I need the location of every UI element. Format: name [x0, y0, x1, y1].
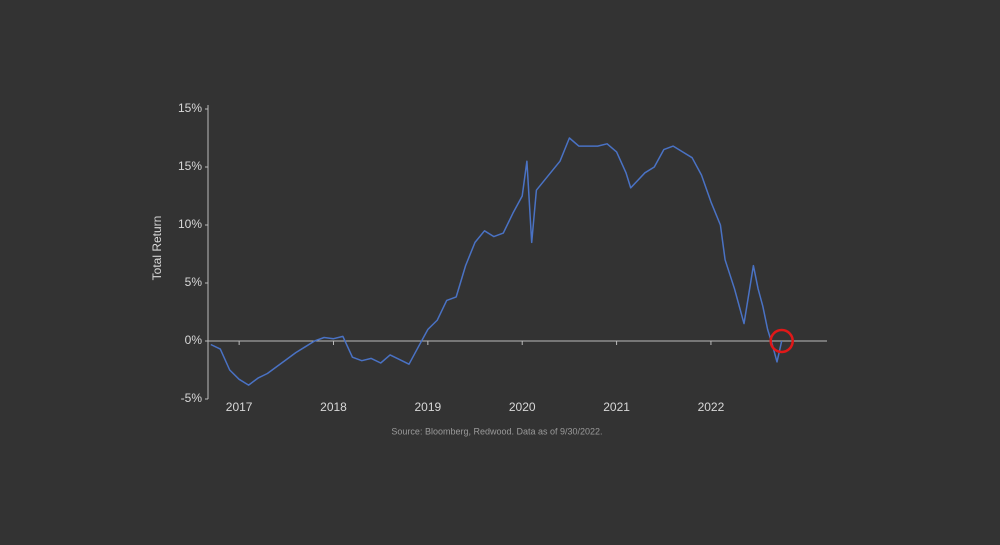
x-tick-label: 2021: [603, 400, 630, 414]
y-tick-label: -5%: [181, 391, 203, 405]
x-tick-label: 2019: [415, 400, 442, 414]
data-line: [210, 137, 783, 386]
y-tick-label: 15%: [178, 101, 202, 115]
x-tick-label: 2017: [226, 400, 253, 414]
source-note: Source: Bloomberg, Redwood. Data as of 9…: [391, 426, 602, 436]
y-axis-label: Total Return: [150, 216, 164, 281]
y-tick-label: 0%: [185, 333, 203, 347]
y-tick-label: 10%: [178, 217, 202, 231]
x-tick-label: 2018: [320, 400, 347, 414]
x-tick-label: 2022: [698, 400, 725, 414]
highlight-circle: [769, 328, 794, 354]
x-tick-label: 2020: [509, 400, 536, 414]
y-tick-label: 5%: [185, 275, 203, 289]
y-tick-label: 15%: [178, 159, 202, 173]
